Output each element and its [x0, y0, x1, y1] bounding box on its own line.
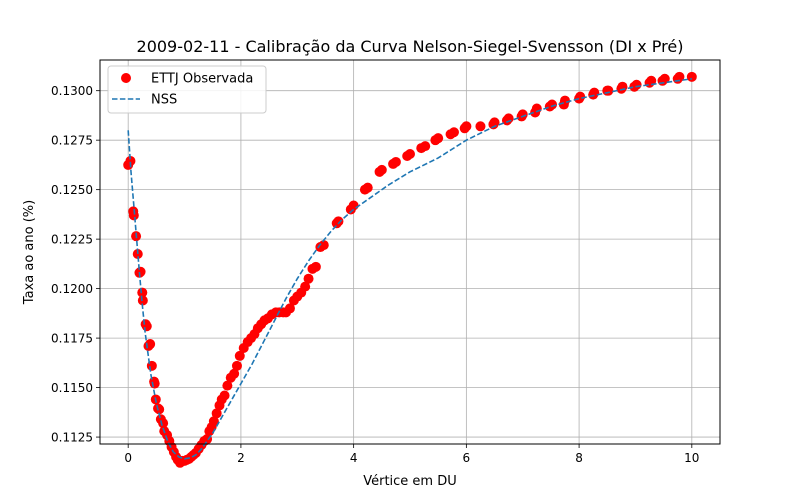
observed-point	[547, 99, 558, 110]
legend: ETTJ Observada NSS	[107, 65, 267, 114]
legend-box	[107, 65, 267, 114]
observed-point	[229, 368, 240, 379]
observed-point	[603, 85, 614, 96]
observed-point	[674, 71, 685, 82]
y-tick-label: 0.1275	[51, 134, 93, 148]
x-tick-label: 2	[237, 451, 245, 465]
y-axis-label: Taxa ao ano (%)	[22, 200, 37, 305]
observed-point	[390, 156, 401, 167]
observed-point	[137, 295, 148, 306]
legend-label-observed: ETTJ Observada	[151, 72, 253, 87]
observed-point	[128, 210, 139, 221]
observed-point	[284, 303, 295, 314]
observed-point	[135, 266, 146, 277]
x-tick-label: 10	[684, 451, 699, 465]
x-axis: 0 2 4 6 8 10	[124, 444, 699, 465]
observed-point	[125, 155, 136, 166]
y-tick-label: 0.1250	[51, 183, 93, 197]
observed-point	[348, 200, 359, 211]
y-axis: 0.1125 0.1150 0.1175 0.1200 0.1225 0.1250 0.12…	[51, 84, 100, 445]
observed-point	[149, 378, 160, 389]
observed-point	[362, 182, 373, 193]
observed-point	[631, 79, 642, 90]
observed-point	[333, 216, 344, 227]
observed-point	[405, 149, 415, 160]
observed-point	[489, 117, 500, 128]
x-tick-label: 0	[124, 451, 132, 465]
observed-point	[208, 416, 219, 427]
observed-point	[303, 273, 314, 284]
observed-point	[475, 121, 486, 132]
y-tick-label: 0.1125	[51, 431, 93, 445]
observed-point	[420, 141, 431, 152]
observed-point	[222, 380, 233, 391]
y-tick-label: 0.1225	[51, 233, 93, 247]
x-axis-label: Vértice em DU	[363, 474, 457, 489]
observed-point	[234, 350, 245, 361]
observed-point	[141, 321, 152, 332]
observed-point	[517, 109, 528, 120]
observed-point	[448, 127, 459, 138]
observed-point	[461, 121, 472, 132]
y-tick-label: 0.1150	[51, 381, 93, 395]
legend-marker-observed	[121, 73, 131, 83]
observed-point	[231, 360, 242, 371]
observed-point	[132, 248, 143, 259]
nss-series	[127, 78, 692, 460]
observed-point	[575, 91, 586, 102]
y-tick-label: 0.1300	[51, 84, 93, 98]
observed-point	[433, 133, 444, 144]
legend-label-nss: NSS	[151, 93, 177, 108]
observed-point	[211, 408, 222, 419]
chart-title: 2009-02-11 - Calibração da Curva Nelson-…	[137, 37, 684, 56]
observed-point	[646, 75, 657, 86]
observed-point	[219, 390, 230, 401]
observed-point	[659, 73, 670, 84]
observed-point	[318, 240, 329, 251]
observed-point	[686, 71, 697, 82]
x-tick-label: 8	[575, 451, 583, 465]
y-tick-label: 0.1175	[51, 332, 93, 346]
x-tick-label: 6	[463, 451, 471, 465]
observed-point	[146, 360, 157, 371]
x-tick-label: 4	[350, 451, 358, 465]
observed-point	[376, 164, 387, 175]
observed-point	[310, 261, 321, 272]
y-tick-label: 0.1200	[51, 282, 93, 296]
plot-frame	[99, 59, 721, 445]
nss-fit-line	[127, 78, 692, 460]
observed-point	[137, 287, 148, 298]
grid-lines	[100, 60, 720, 444]
observed-point	[300, 281, 311, 292]
